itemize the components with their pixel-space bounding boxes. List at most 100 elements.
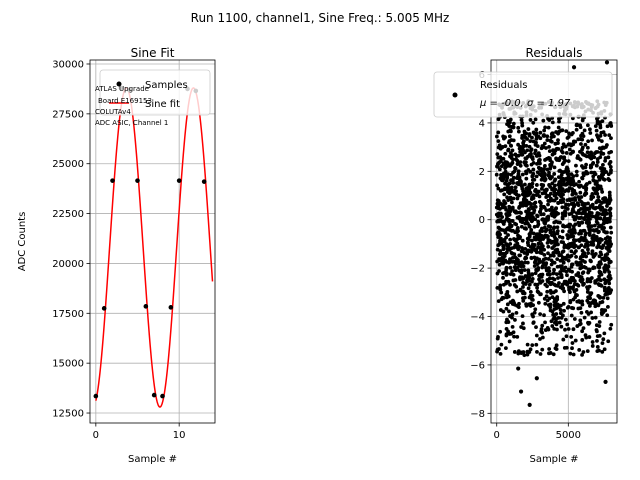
residuals-legend xyxy=(433,71,613,118)
residual-point xyxy=(495,198,500,203)
residual-point xyxy=(550,120,555,125)
residual-point xyxy=(552,232,557,236)
residual-point xyxy=(594,128,599,133)
residual-point xyxy=(590,202,595,207)
residual-point xyxy=(532,235,537,240)
residual-outlier-point xyxy=(571,65,577,70)
residual-point xyxy=(572,139,577,144)
residual-point xyxy=(526,240,530,245)
residual-point xyxy=(596,282,601,286)
residual-point xyxy=(563,144,568,149)
residual-point xyxy=(608,160,613,164)
residual-point xyxy=(538,312,543,317)
residual-point xyxy=(587,304,592,308)
residual-point xyxy=(559,173,564,177)
residual-point xyxy=(559,324,564,329)
residual-point xyxy=(543,125,548,130)
residual-point xyxy=(503,251,508,256)
residual-point xyxy=(548,302,553,307)
residual-point xyxy=(601,218,606,223)
residual-point xyxy=(550,276,555,281)
residual-point xyxy=(571,244,576,249)
residual-point xyxy=(537,158,541,162)
residual-point xyxy=(533,282,538,287)
residual-point xyxy=(608,213,613,218)
residual-point xyxy=(584,170,589,175)
residual-point xyxy=(602,226,606,230)
residual-point xyxy=(531,215,535,219)
residual-point xyxy=(522,199,527,204)
residual-point xyxy=(563,327,567,332)
residual-point xyxy=(507,181,512,186)
residual-point xyxy=(508,237,513,242)
residual-point xyxy=(498,329,503,334)
residual-point xyxy=(496,139,501,143)
residual-point xyxy=(527,191,532,196)
residual-point xyxy=(594,328,599,332)
residual-point xyxy=(540,191,545,196)
residual-point xyxy=(570,341,575,345)
residual-point xyxy=(531,231,536,236)
residual-point xyxy=(534,189,539,194)
residual-point xyxy=(546,125,551,130)
residual-point xyxy=(580,201,585,206)
residual-point xyxy=(540,335,545,340)
residual-point xyxy=(563,256,567,261)
residual-point xyxy=(536,151,541,156)
legend-residuals-marker xyxy=(452,92,458,98)
residuals-y-tick-label: −4 xyxy=(470,312,485,323)
residual-point xyxy=(549,291,553,295)
residual-point xyxy=(561,212,566,217)
residual-point xyxy=(593,300,598,305)
residual-point xyxy=(596,174,601,179)
residual-point xyxy=(576,299,581,303)
residual-point xyxy=(537,260,542,265)
residual-point xyxy=(557,119,561,124)
residual-point xyxy=(523,274,528,278)
residual-point xyxy=(534,140,538,145)
residual-point xyxy=(496,117,501,122)
residual-point xyxy=(511,180,516,185)
residual-point xyxy=(607,270,612,275)
sine-fit-x-ticks: 0 10 xyxy=(93,423,186,441)
residual-point xyxy=(513,268,518,272)
residual-point xyxy=(529,151,533,156)
residual-point xyxy=(548,191,553,196)
residual-point xyxy=(506,329,510,334)
residual-point xyxy=(496,186,501,191)
residual-point xyxy=(546,244,551,249)
residual-point xyxy=(603,133,607,137)
residual-point xyxy=(516,247,521,252)
residual-point xyxy=(515,303,519,308)
residual-point xyxy=(545,298,550,303)
residual-point xyxy=(579,255,583,259)
residual-point xyxy=(597,229,601,234)
residual-point xyxy=(531,161,536,165)
residual-point xyxy=(503,181,507,186)
residual-point xyxy=(571,130,575,135)
residual-outlier-point xyxy=(604,60,610,65)
residual-point xyxy=(583,142,588,147)
residual-point xyxy=(508,223,512,228)
residual-point xyxy=(536,290,541,295)
residual-point xyxy=(598,125,603,130)
residual-point xyxy=(569,334,574,339)
residual-point xyxy=(569,202,574,206)
residual-point xyxy=(515,215,520,220)
residual-point xyxy=(536,134,541,139)
residual-point xyxy=(598,223,603,228)
residual-point xyxy=(521,280,525,285)
residual-point xyxy=(539,327,544,331)
residual-point xyxy=(580,299,585,304)
residual-point xyxy=(608,121,613,125)
sample-point xyxy=(101,306,107,311)
residual-point xyxy=(507,204,512,209)
residual-point xyxy=(516,125,521,130)
residual-point xyxy=(557,180,562,184)
annotation-line-4: ADC ASIC, Channel 1 xyxy=(95,119,168,127)
residual-point xyxy=(563,169,568,174)
residual-point xyxy=(566,267,571,272)
residual-point xyxy=(507,339,512,344)
residual-point xyxy=(543,256,548,261)
residual-point xyxy=(531,167,536,172)
